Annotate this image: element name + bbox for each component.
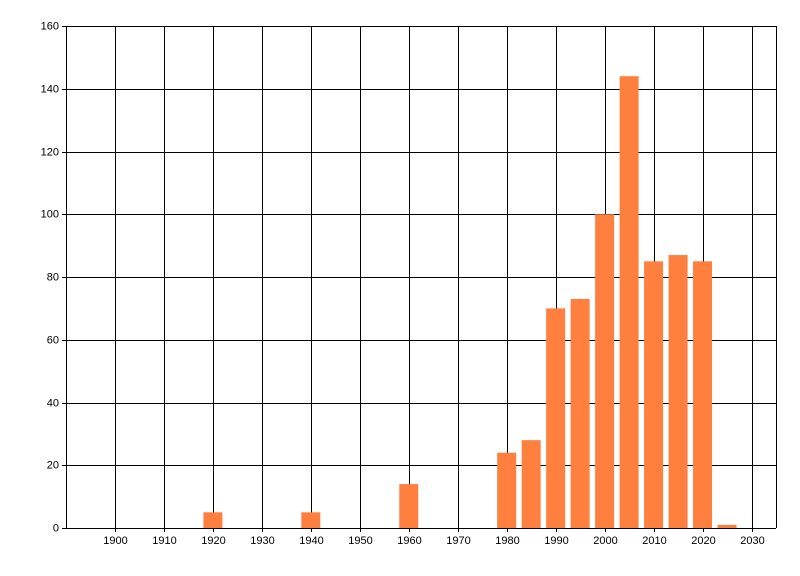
y-tick-label: 140 (41, 83, 59, 95)
x-tick-label: 2000 (593, 535, 617, 547)
x-tick-label: 1910 (152, 535, 176, 547)
x-tick-label: 1970 (446, 535, 470, 547)
bar (717, 524, 737, 528)
bar (497, 452, 517, 528)
x-tick-label: 1920 (201, 535, 225, 547)
y-tick-label: 80 (47, 271, 59, 283)
y-tick-label: 100 (41, 208, 59, 220)
x-tick-label: 1990 (544, 535, 568, 547)
bar (693, 261, 713, 528)
x-tick-label: 1940 (299, 535, 323, 547)
bar (546, 308, 566, 528)
bar (399, 484, 419, 528)
y-tick-label: 20 (47, 459, 59, 471)
bar (570, 298, 590, 528)
x-tick-label: 2010 (642, 535, 666, 547)
bar (668, 255, 688, 528)
y-tick-label: 60 (47, 334, 59, 346)
y-tick-label: 120 (41, 146, 59, 158)
x-tick-label: 1960 (397, 535, 421, 547)
y-tick-label: 40 (47, 397, 59, 409)
y-tick-label: 0 (53, 522, 59, 534)
bar (644, 261, 664, 528)
x-tick-label: 1930 (250, 535, 274, 547)
y-tick-label: 160 (41, 20, 59, 32)
bar (521, 440, 541, 528)
x-tick-label: 1900 (103, 535, 127, 547)
x-tick-label: 2020 (691, 535, 715, 547)
bar (619, 76, 639, 528)
x-tick-label: 1980 (495, 535, 519, 547)
x-tick-label: 2030 (740, 535, 764, 547)
x-tick-label: 1950 (348, 535, 372, 547)
bar (203, 512, 223, 528)
bar (301, 512, 321, 528)
bar (595, 214, 615, 528)
